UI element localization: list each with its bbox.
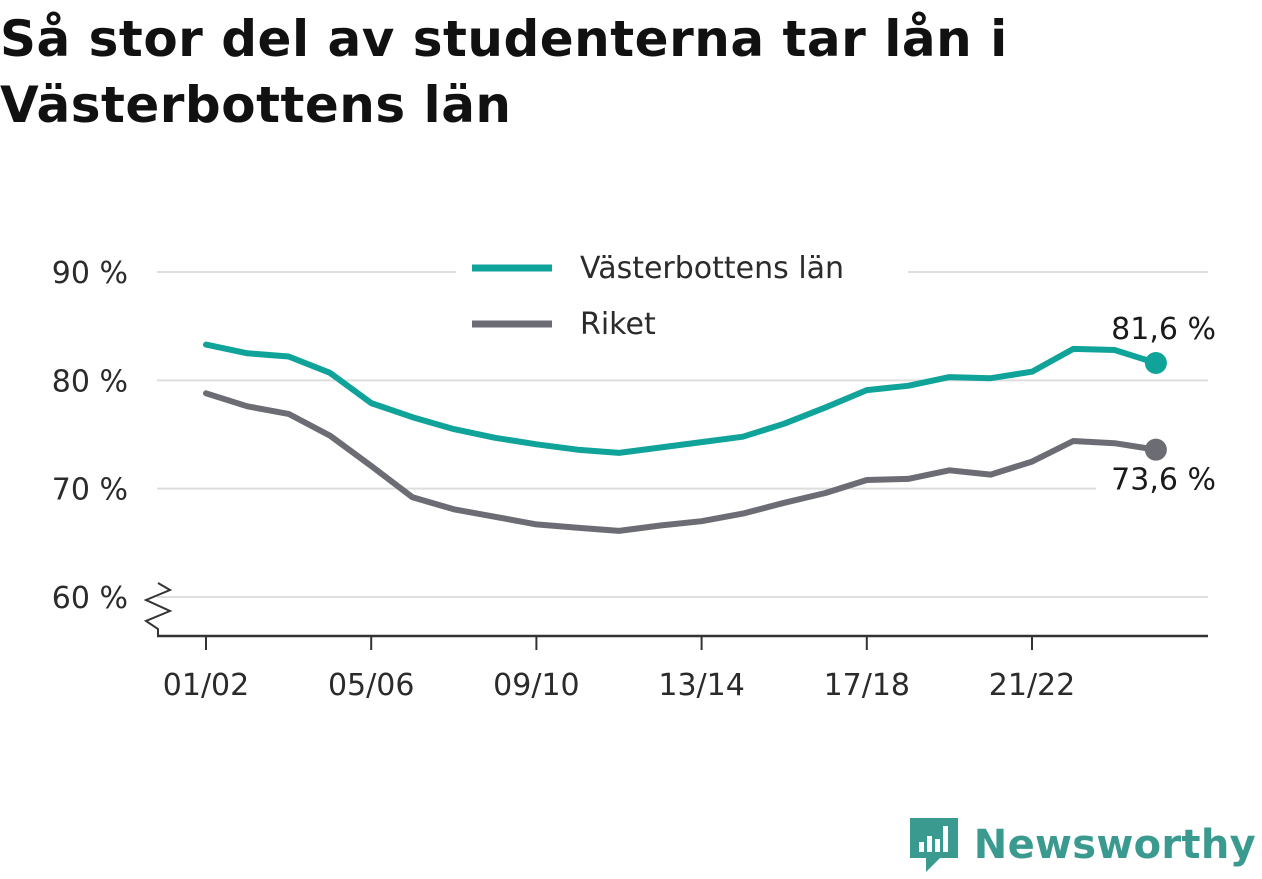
y-tick-label: 80 % — [52, 364, 128, 399]
y-axis: 60 % 70 % 80 % 90 % — [52, 256, 173, 636]
end-label: 81,6 % — [1111, 312, 1216, 347]
x-axis: 01/02 05/06 09/10 13/14 17/18 21/22 — [157, 634, 1208, 703]
y-tick-label: 90 % — [52, 256, 128, 291]
legend-background — [456, 244, 908, 352]
x-tick-label: 21/22 — [989, 668, 1075, 703]
chart-title: Så stor del av studenterna tar lån i Väs… — [0, 10, 1008, 134]
x-tick-label: 01/02 — [163, 668, 249, 703]
end-label: 73,6 % — [1111, 463, 1216, 498]
brand-name: Newsworthy — [973, 822, 1256, 868]
x-tick-label: 09/10 — [493, 668, 579, 703]
x-tick-label: 05/06 — [328, 668, 414, 703]
y-tick-label: 60 % — [52, 581, 128, 616]
newsworthy-brand: Newsworthy — [906, 814, 1256, 876]
end-point — [1144, 352, 1167, 374]
legend-label: Riket — [580, 307, 656, 342]
legend-label: Västerbottens län — [580, 251, 844, 286]
series-lines — [203, 341, 1167, 534]
axis-break-icon — [143, 582, 173, 636]
newsworthy-logo-icon — [909, 818, 958, 872]
x-tick-label: 13/14 — [658, 668, 744, 703]
x-tick-label: 17/18 — [824, 668, 910, 703]
legend: Västerbottens län Riket — [456, 244, 908, 352]
end-point — [1144, 438, 1167, 461]
end-labels: 81,6 % 73,6 % — [1096, 312, 1216, 502]
series-line-riket — [203, 390, 1159, 534]
label-background — [1096, 461, 1216, 502]
y-tick-label: 70 % — [52, 473, 128, 508]
series-line-vasterbottens-lan — [203, 341, 1159, 456]
